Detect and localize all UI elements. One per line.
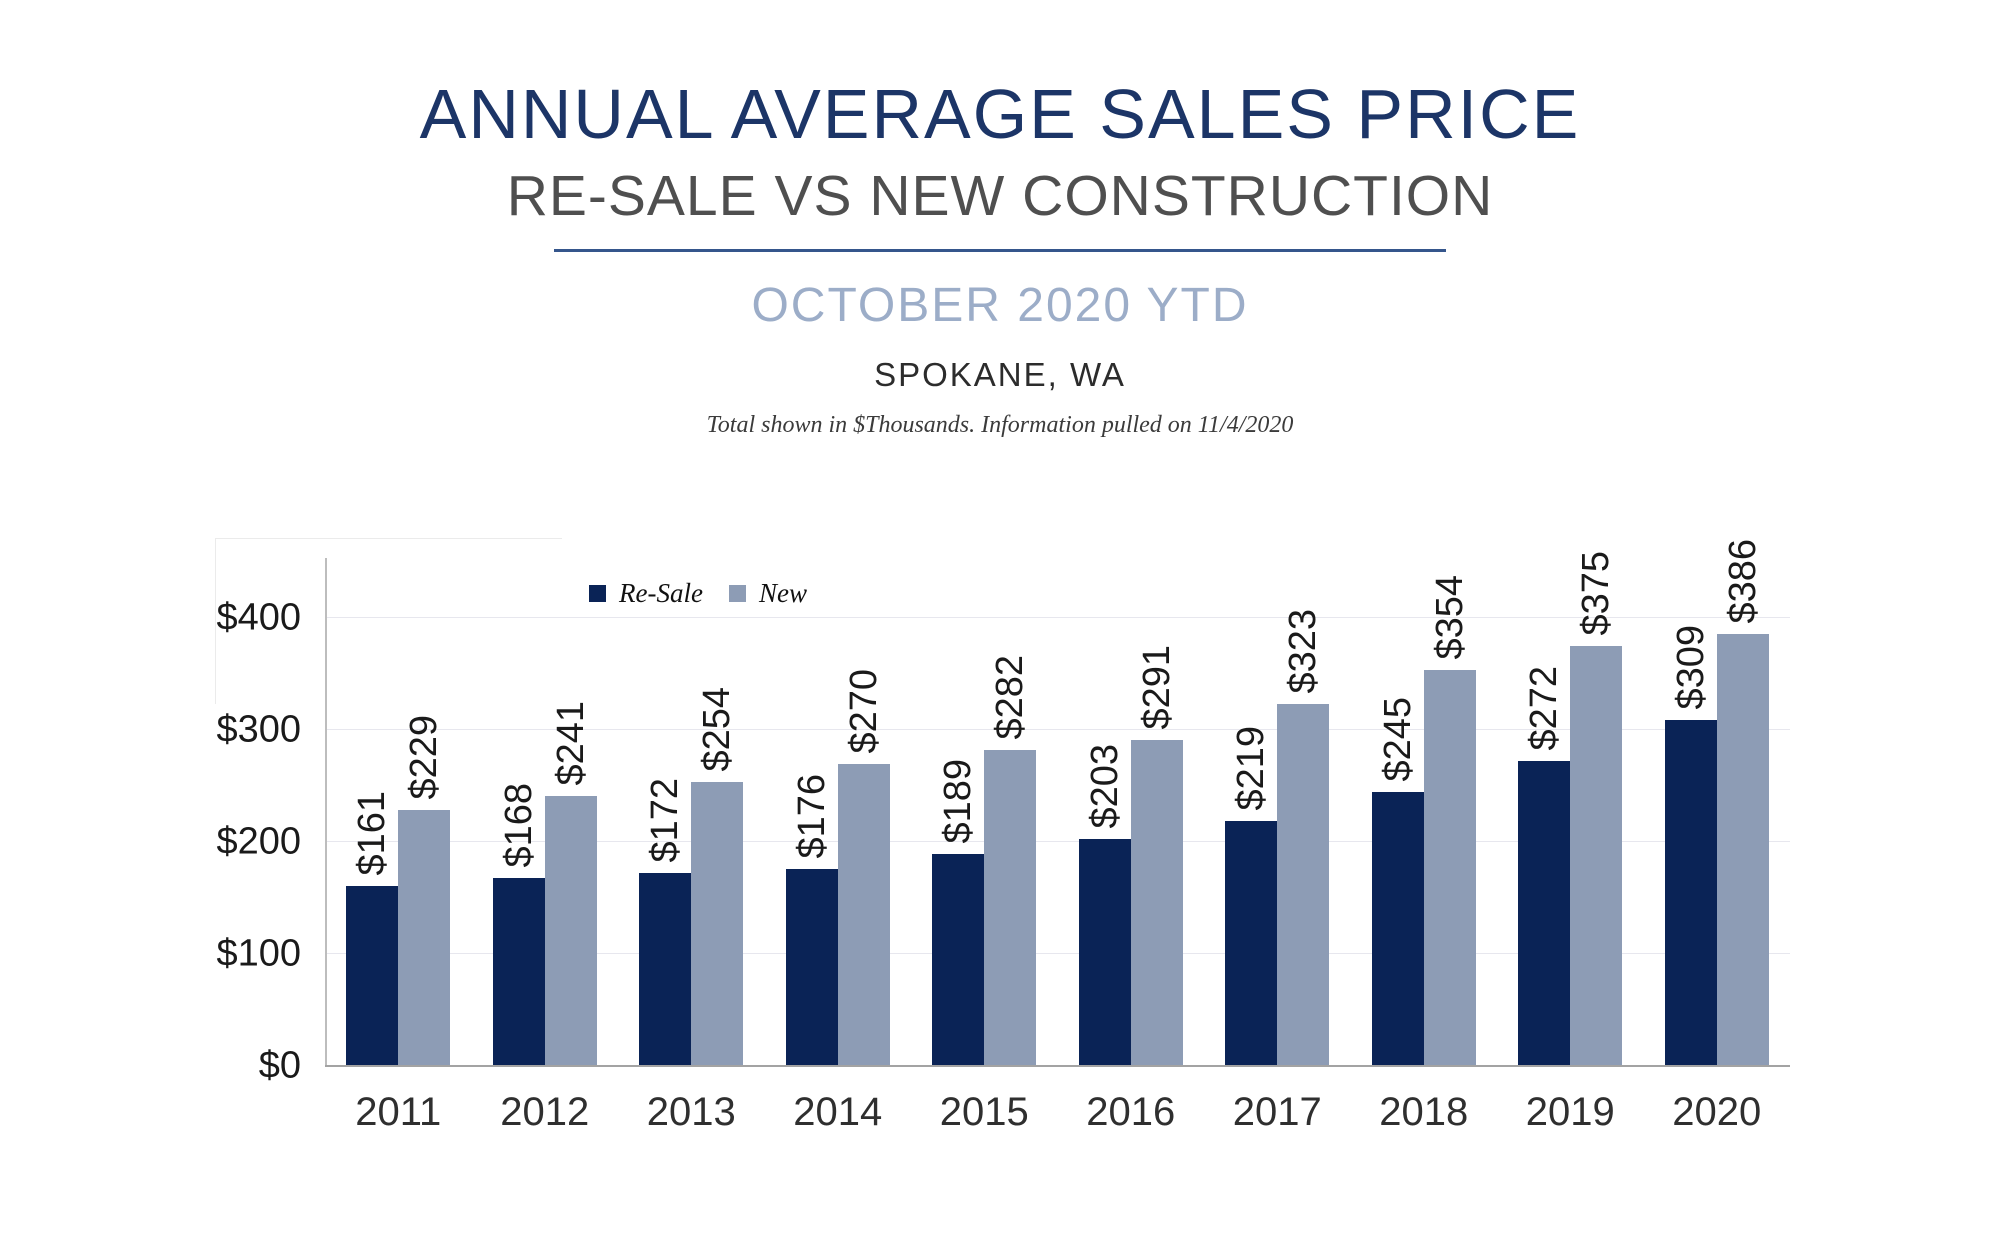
bar-resale-2019: $272 [1518,666,1571,1066]
x-axis-label-2011: 2011 [355,1090,442,1134]
bar-value-label: $203 [1083,744,1126,829]
bar-new-2016: $291 [1130,645,1183,1066]
legend-item-resale: Re-Sale [589,580,703,607]
bar-value-label: $282 [989,655,1032,740]
bar-value-label: $323 [1282,609,1325,694]
y-tick-label-400: $400 [216,596,301,639]
bar-value-label: $254 [696,687,739,772]
category-group-2015: $189 $282 2015 [911,558,1058,1134]
page-subtitle: RE-SALE VS NEW CONSTRUCTION [506,163,1494,228]
gridline-100 [325,953,1790,954]
chart-area-edge [215,538,562,704]
bar-chart: Re-Sale New $161 $229 2011 $168 $241 2012 $172… [216,539,1791,1134]
x-axis-label-2020: 2020 [1672,1090,1762,1134]
x-axis-label-2014: 2014 [793,1090,883,1134]
x-axis-label-2015: 2015 [939,1090,1029,1134]
bar-value-label: $229 [403,715,446,800]
bar-groups: $161 $229 2011 $168 $241 2012 $172 $254 2013 $176… [325,539,1791,1134]
bar-value-label: $386 [1721,539,1764,624]
bar-value-label: $245 [1376,697,1419,782]
footnote: Total shown in $Thousands. Information p… [706,411,1294,438]
bar-resale-2014: $176 [785,774,838,1066]
category-group-2012: $168 $241 2012 [472,558,619,1134]
period-label: OCTOBER 2020 YTD [751,278,1249,332]
bar-resale-2020: $309 [1664,625,1717,1066]
bar-resale-2012: $168 [492,783,545,1066]
bar-new-2015: $282 [984,655,1037,1066]
y-axis-line [325,558,327,1066]
bar-resale-2011: $161 [346,791,399,1066]
x-axis-line [325,1065,1790,1067]
gridline-200 [325,841,1790,842]
bar-new-2018: $354 [1423,575,1476,1066]
bar-value-label: $172 [644,778,687,863]
category-group-2019: $272 $375 2019 [1497,551,1644,1134]
category-group-2018: $245 $354 2018 [1351,558,1498,1134]
gridline-300 [325,729,1790,730]
legend-swatch-new [728,585,746,602]
gridline-400 [325,617,1790,618]
category-group-2016: $203 $291 2016 [1058,558,1205,1134]
category-group-2013: $172 $254 2013 [618,558,765,1134]
bar-value-label: $375 [1575,551,1618,636]
bar-new-2012: $241 [544,701,597,1066]
bar-new-2014: $270 [837,669,890,1066]
bar-value-label: $176 [790,774,833,859]
x-axis-label-2017: 2017 [1232,1090,1322,1134]
bar-resale-2018: $245 [1371,697,1424,1066]
bar-resale-2017: $219 [1225,726,1278,1066]
header: ANNUAL AVERAGE SALES PRICE RE-SALE VS NE… [0,75,2000,438]
x-axis-label-2012: 2012 [500,1090,590,1134]
bar-value-label: $161 [351,791,394,876]
legend-item-new: New [728,578,807,608]
category-group-2017: $219 $323 2017 [1204,558,1351,1134]
y-tick-label-200: $200 [216,820,301,863]
bar-new-2011: $229 [398,715,451,1066]
legend-swatch-resale [589,585,606,602]
bar-value-label: $219 [1230,726,1273,811]
category-group-2014: $176 $270 2014 [765,558,912,1134]
bar-value-label: $168 [497,783,540,868]
divider-line [554,248,1446,252]
page-title: ANNUAL AVERAGE SALES PRICE [419,75,1581,153]
x-axis-label-2013: 2013 [646,1090,736,1134]
bar-new-2019: $375 [1570,551,1623,1066]
bar-value-label: $270 [842,669,885,754]
x-axis-label-2016: 2016 [1086,1090,1176,1134]
bar-value-label: $309 [1669,625,1712,710]
x-axis-label-2019: 2019 [1525,1090,1615,1134]
legend-label-resale: Re-Sale [619,578,703,608]
legend-label-new: New [758,578,807,608]
bar-value-label: $291 [1135,645,1178,730]
bar-value-label: $189 [937,759,980,844]
bar-resale-2016: $203 [1078,744,1131,1066]
chart-legend: Re-Sale New [589,580,807,607]
bar-value-label: $354 [1428,575,1471,660]
y-tick-label-0: $0 [258,1044,301,1087]
category-group-2020: $309 $386 2020 [1644,539,1791,1134]
location-label: SPOKANE, WA [874,355,1126,393]
bar-new-2013: $254 [691,687,744,1066]
bar-new-2020: $386 [1716,539,1769,1066]
x-axis-label-2018: 2018 [1379,1090,1469,1134]
bar-resale-2013: $172 [639,778,692,1066]
bar-new-2017: $323 [1277,609,1330,1066]
y-tick-label-100: $100 [216,932,301,975]
bar-resale-2015: $189 [932,759,985,1066]
category-group-2011: $161 $229 2011 [325,558,472,1134]
bar-value-label: $241 [549,701,592,786]
bar-value-label: $272 [1523,666,1566,751]
y-tick-label-300: $300 [216,708,301,751]
